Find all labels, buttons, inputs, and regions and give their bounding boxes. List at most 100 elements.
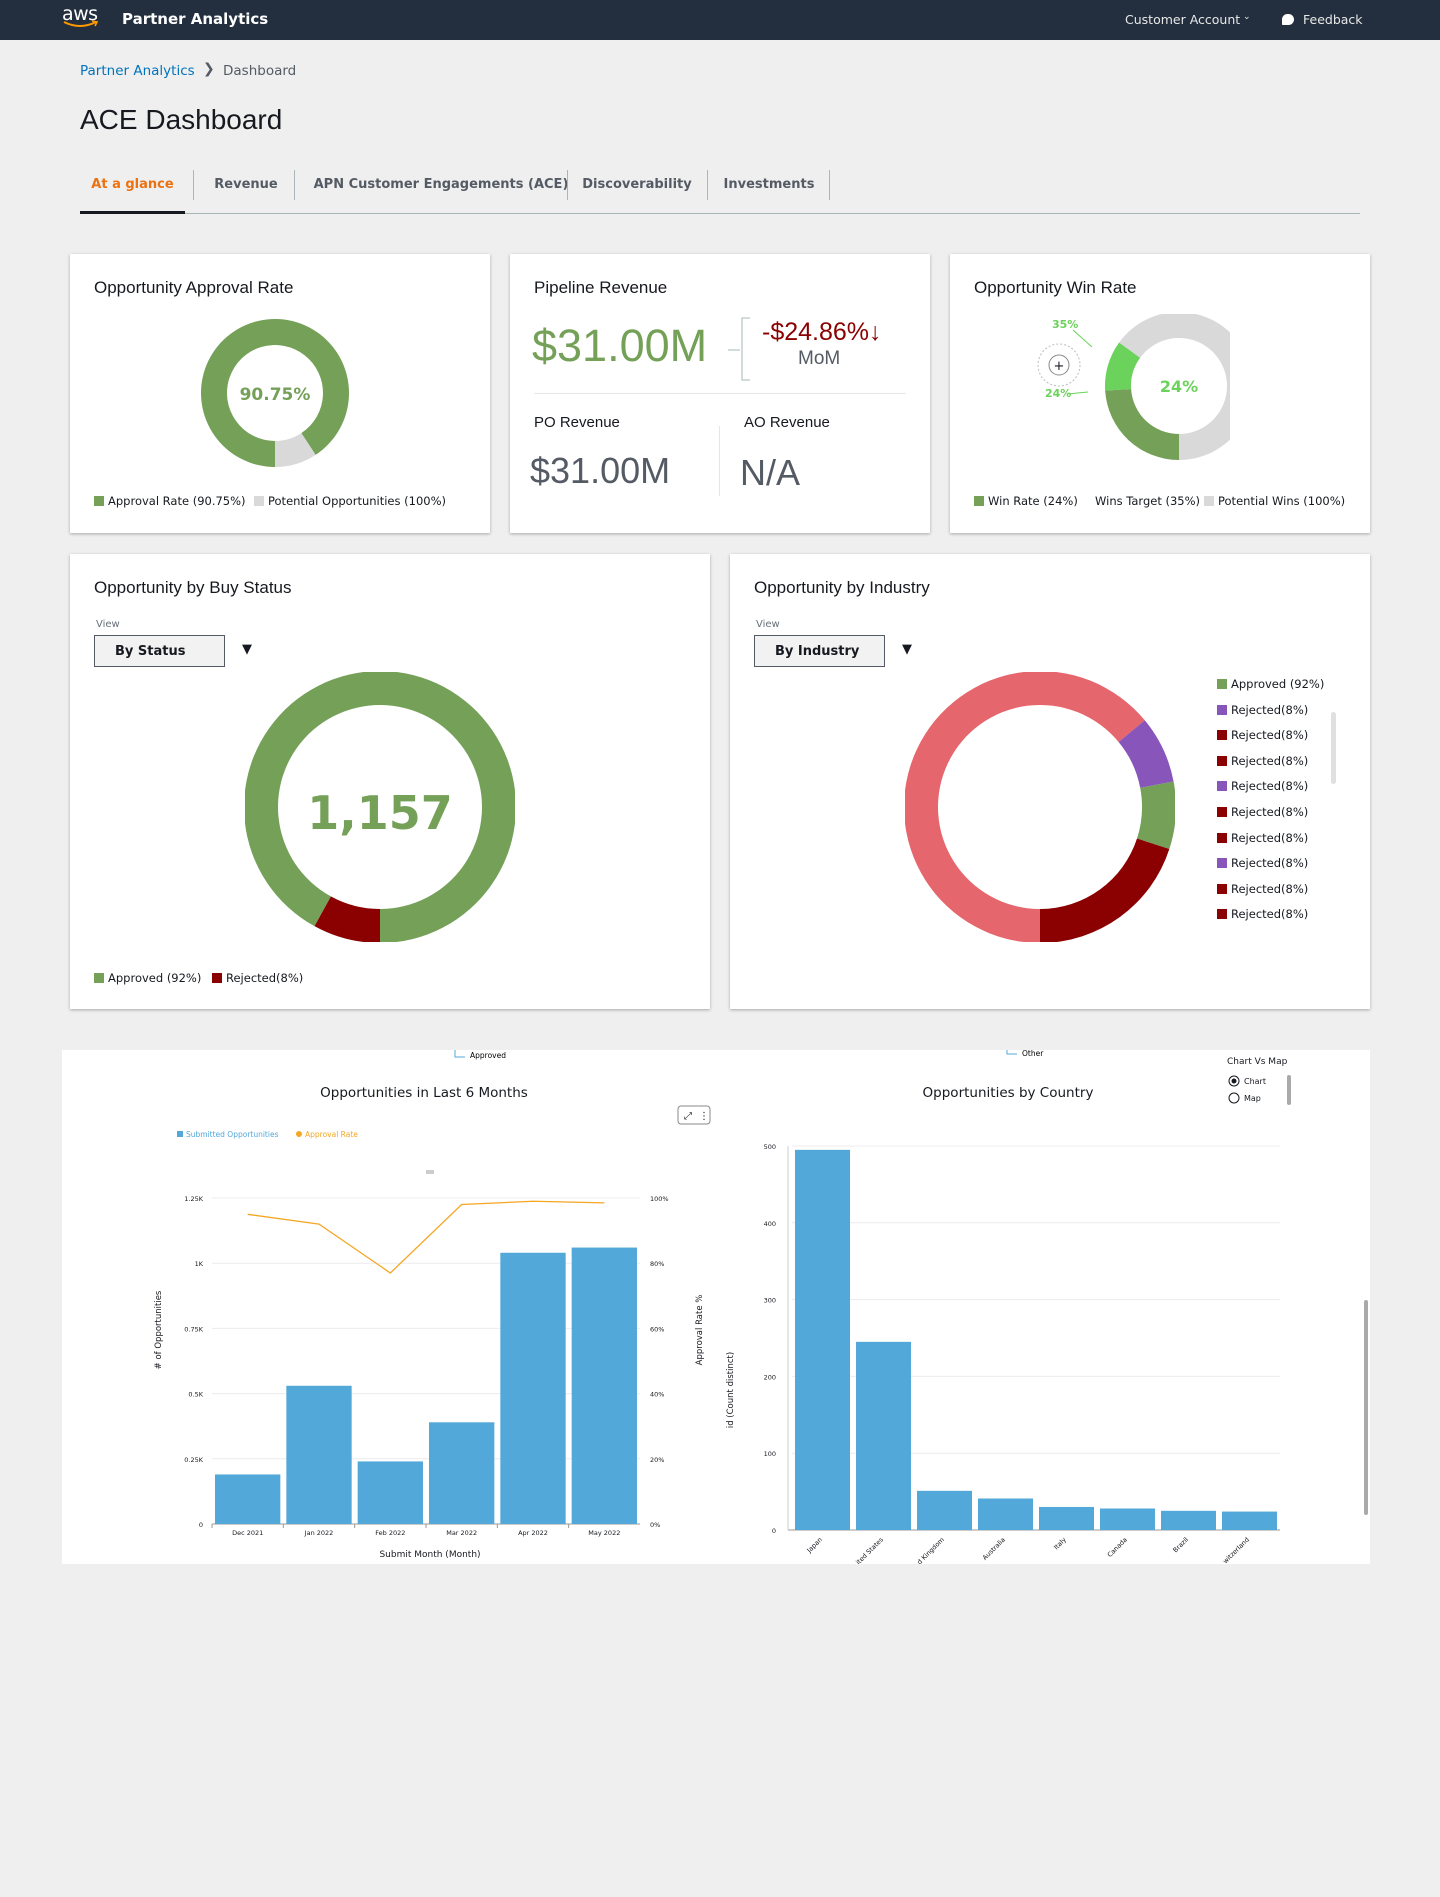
x-tick-label: witzerland: [1221, 1536, 1251, 1564]
y2-axis-title: Approval Rate %: [695, 1295, 705, 1366]
bar-country[interactable]: [1222, 1511, 1277, 1530]
zoom-button[interactable]: [1048, 354, 1070, 376]
view-industry-dropdown[interactable]: By Industry: [754, 635, 885, 667]
industry-legend-item[interactable]: Rejected(8%): [1217, 754, 1308, 768]
industry-legend-item[interactable]: Rejected(8%): [1217, 882, 1308, 896]
y-tick-label: 0: [772, 1527, 776, 1535]
bar-submitted-opportunities[interactable]: [215, 1474, 281, 1524]
legend-scrollbar[interactable]: [1331, 712, 1336, 784]
industry-legend-item[interactable]: Rejected(8%): [1217, 831, 1308, 845]
approval-rate-slice[interactable]: [200, 319, 349, 467]
bar-submitted-opportunities[interactable]: [571, 1247, 637, 1524]
view-label: View: [756, 619, 780, 630]
panel-scrollbar[interactable]: [1364, 1300, 1368, 1515]
plus-icon[interactable]: +: [1054, 359, 1065, 374]
chart-toolbar[interactable]: [677, 1105, 711, 1125]
tab-divider: [567, 170, 568, 200]
pipeline-revenue-card: Pipeline Revenue $31.00M -$24.86%↓ MoM P…: [510, 254, 930, 533]
bar-submitted-opportunities[interactable]: [429, 1422, 495, 1524]
industry-legend-item[interactable]: Rejected(8%): [1217, 805, 1308, 819]
industry-legend-item[interactable]: Rejected(8%): [1217, 703, 1308, 717]
industry-legend-item[interactable]: Approved (92%): [1217, 677, 1324, 691]
x-tick-label: d Kingdom: [916, 1536, 946, 1564]
drag-handle[interactable]: [426, 1170, 434, 1174]
x-tick-label: Jan 2022: [304, 1529, 334, 1537]
top-navigation-bar: aws Partner Analytics Customer Account ⌄…: [0, 0, 1440, 40]
bar-submitted-opportunities[interactable]: [357, 1461, 423, 1524]
feedback-icon[interactable]: [1282, 14, 1294, 25]
bottom-charts-svg: Approved Other Opportunities in Last 6 M…: [154, 1050, 1368, 1564]
rejected-slice[interactable]: [314, 896, 380, 942]
legend-remnant-line: [454, 1050, 465, 1058]
bar-country[interactable]: [917, 1490, 972, 1530]
y-tick-label: 0.5K: [188, 1391, 203, 1399]
ao-revenue-value: N/A: [740, 452, 801, 493]
wins-target-callout: 35%: [1052, 318, 1078, 331]
bar-submitted-opportunities[interactable]: [286, 1385, 352, 1524]
industry-card: Opportunity by Industry View By Industry…: [730, 554, 1370, 1009]
toggle-scrollbar[interactable]: [1287, 1075, 1291, 1105]
tab-divider: [193, 170, 194, 200]
breadcrumb-partner-analytics[interactable]: Partner Analytics: [80, 63, 195, 79]
customer-account-menu[interactable]: Customer Account: [1125, 12, 1241, 27]
industry-legend-item[interactable]: Rejected(8%): [1217, 856, 1308, 870]
buy-status-title: Opportunity by Buy Status: [94, 578, 292, 597]
industry-segment-1-slice[interactable]: [905, 672, 1145, 942]
radio-map[interactable]: [1228, 1092, 1240, 1104]
bar-country[interactable]: [1161, 1510, 1216, 1530]
tab-bar: At a glance Revenue APN Customer Engagem…: [80, 168, 1360, 214]
industry-legend-item[interactable]: Rejected(8%): [1217, 907, 1308, 921]
industry-legend-item[interactable]: Rejected(8%): [1217, 728, 1308, 742]
x-tick-label: Feb 2022: [375, 1529, 405, 1537]
y2-tick-label: 40%: [650, 1391, 664, 1399]
tab-at-a-glance[interactable]: At a glance: [80, 168, 185, 214]
x-tick-label: Japan: [805, 1536, 824, 1555]
win-rate-slice[interactable]: [1105, 389, 1179, 460]
dropdown-arrow-icon[interactable]: ▼: [902, 642, 912, 657]
legend-potential-wins: Potential Wins (100%): [1204, 494, 1345, 508]
x-axis-title: Submit Month (Month): [379, 1550, 480, 1560]
bar-country[interactable]: [1100, 1508, 1155, 1530]
industry-segment-4-slice[interactable]: [1040, 838, 1170, 942]
chevron-down-icon[interactable]: ⌄: [1243, 12, 1251, 22]
industry-segment-2-slice[interactable]: [1118, 720, 1174, 788]
expand-icon[interactable]: ⤢: [684, 1111, 692, 1122]
overflow-other-label: Other: [1022, 1050, 1044, 1058]
bar-country[interactable]: [978, 1498, 1033, 1530]
feedback-link[interactable]: Feedback: [1303, 12, 1363, 27]
dropdown-arrow-icon[interactable]: ▼: [242, 642, 252, 657]
chart-title-by-country: Opportunities by Country: [923, 1085, 1094, 1101]
y-tick-label: 0.75K: [184, 1325, 203, 1333]
page-title: ACE Dashboard: [80, 104, 283, 135]
callout-line: [1072, 329, 1093, 348]
chart-title-last-6-months: Opportunities in Last 6 Months: [320, 1085, 528, 1101]
potential-wins-slice[interactable]: [1119, 314, 1230, 460]
approval-rate-line[interactable]: [247, 1200, 605, 1274]
wins-target-slice[interactable]: [1105, 342, 1141, 391]
y-tick-label: 1.25K: [184, 1195, 203, 1203]
win-rate-callout: 24%: [1045, 387, 1071, 400]
tab-revenue[interactable]: Revenue: [214, 177, 278, 192]
bar-submitted-opportunities[interactable]: [500, 1252, 566, 1524]
bar-country[interactable]: [1039, 1506, 1094, 1530]
bar-country[interactable]: [795, 1149, 850, 1530]
more-options-icon[interactable]: ⋮: [699, 1111, 709, 1122]
x-tick-label: Mar 2022: [446, 1529, 477, 1537]
industry-donut-chart: [905, 672, 1175, 942]
view-status-dropdown[interactable]: By Status: [94, 635, 225, 667]
bar-country[interactable]: [856, 1341, 911, 1530]
tab-apn-customer-engagements[interactable]: APN Customer Engagements (ACE): [313, 177, 569, 192]
app-name[interactable]: Partner Analytics: [122, 10, 269, 28]
zoom-control[interactable]: [1037, 343, 1081, 387]
x-tick-label: Australia: [981, 1536, 1007, 1562]
radio-map-label[interactable]: Map: [1244, 1094, 1261, 1103]
tab-investments[interactable]: Investments: [723, 177, 815, 192]
aws-logo[interactable]: aws: [62, 3, 102, 35]
industry-segment-3-slice[interactable]: [1137, 781, 1175, 850]
y2-tick-label: 80%: [650, 1260, 664, 1268]
radio-chart-label[interactable]: Chart: [1244, 1077, 1266, 1086]
tab-discoverability[interactable]: Discoverability: [582, 177, 692, 192]
industry-legend-item[interactable]: Rejected(8%): [1217, 779, 1308, 793]
potential-opportunities-slice[interactable]: [275, 433, 316, 467]
overflow-approved-label: Approved: [470, 1051, 506, 1060]
